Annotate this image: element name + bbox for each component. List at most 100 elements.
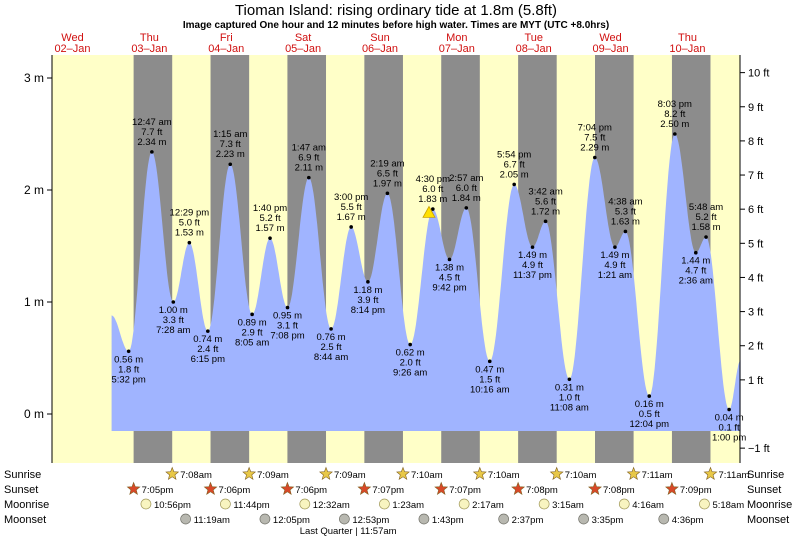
tide-label-text: 0.62 m: [396, 348, 425, 359]
tide-label-text: 0.89 m: [238, 317, 267, 328]
tide-label-text: 1.0 ft: [559, 392, 580, 403]
tide-label-text: 1.00 m: [159, 305, 188, 316]
row-label-left: Sunrise: [4, 469, 41, 481]
tide-label-text: 0.04 m: [715, 413, 744, 424]
tide-label-text: 1:21 am: [598, 270, 632, 281]
tide-label-text: 0.95 m: [273, 311, 302, 322]
tide-label-text: 2.29 m: [580, 143, 609, 154]
moonrise-time: 12:32am: [313, 500, 350, 511]
tide-label-text: 1.97 m: [373, 178, 402, 189]
tide-point: [307, 175, 311, 180]
sunrise-time: 7:11am: [718, 470, 749, 481]
tide-point: [543, 219, 548, 224]
tide-label-text: 5:32 pm: [111, 374, 145, 385]
tide-point: [704, 235, 708, 239]
tide-label-text: 9:26 am: [393, 368, 427, 379]
sunrise-time: 7:10am: [488, 470, 520, 481]
tide-label-text: 2:19 am: [370, 158, 404, 169]
sunset-icon: [665, 481, 679, 495]
tide-label-text: 7:08 pm: [270, 331, 304, 342]
tide-label-text: 0.56 m: [114, 354, 143, 365]
tide-label-text: 8:14 pm: [351, 305, 385, 316]
tide-label-text: 0.74 m: [193, 334, 222, 345]
axes: 0 m 1 m 2 m 3 m −1 ft 1 ft 2 ft 3 ft 4 ft 5 ft 6 f…: [24, 68, 770, 456]
tide-label-text: 2:36 am: [679, 276, 713, 287]
tide-label-text: 1:47 am: [292, 143, 326, 154]
sunrise-icon: [319, 466, 333, 480]
tide-label-text: 1.58 m: [692, 222, 721, 233]
sunset-icon: [434, 481, 449, 495]
right-axis-tick-label: 9 ft: [748, 102, 763, 114]
moonrise-time: 10:56pm: [154, 500, 191, 511]
left-axis-tick-label: 1 m: [24, 295, 44, 309]
right-axis-tick-label: 3 ft: [748, 307, 763, 319]
tide-label-text: 4.9 ft: [522, 260, 543, 271]
tide-point: [285, 305, 290, 310]
tide-label-text: 0.47 m: [475, 364, 504, 375]
tide-point: [349, 225, 353, 229]
tide-label-text: 1.49 m: [518, 250, 547, 261]
tide-point: [385, 191, 390, 196]
moonrise-icon: [379, 498, 390, 510]
day-name-label: Thu: [140, 32, 159, 44]
moonset-time: 3:35pm: [592, 515, 624, 526]
tide-label-text: 1.5 ft: [479, 374, 500, 385]
tide-label-text: 2.50 m: [660, 119, 689, 130]
tide-point: [693, 250, 698, 255]
sunrise-icon: [472, 466, 487, 480]
tide-label-text: 6.0 ft: [456, 183, 477, 194]
tide-label-text: 7.7 ft: [141, 127, 162, 138]
tide-label-text: 1.63 m: [611, 216, 640, 227]
moonset-time: 11:19am: [194, 515, 230, 526]
tide-label-text: 5.2 ft: [695, 212, 716, 223]
tide-point: [673, 132, 677, 136]
tide-label-text: 6.9 ft: [298, 153, 319, 164]
tide-label-text: 1:40 pm: [253, 203, 287, 214]
day-date-label: 05–Jan: [285, 43, 321, 55]
tide-point: [206, 329, 210, 333]
day-date-label: 08–Jan: [516, 43, 552, 55]
tide-label-text: 6.7 ft: [504, 159, 525, 170]
tide-area-path: [111, 134, 741, 431]
tide-label-text: 1.49 m: [600, 250, 629, 261]
tide-label-text: 2:57 am: [449, 173, 483, 184]
tide-label-text: 0.5 ft: [639, 409, 660, 420]
tide-label-text: 1.84 m: [452, 193, 481, 204]
tide-label-text: 5:48 am: [689, 202, 723, 213]
moonrise-icon: [618, 498, 630, 510]
tide-point: [512, 182, 516, 187]
tide-label-text: 11:08 am: [550, 402, 589, 413]
sunset-icon: [357, 481, 372, 495]
tide-label-text: 4.7 ft: [685, 266, 706, 277]
tide-labels: 0.56 m1.8 ft5:32 pm 12:47 am7.7 ft2.34 m 1…: [111, 99, 746, 444]
moonrise-icon: [458, 498, 470, 510]
moonset-icon: [498, 513, 510, 525]
tide-label-text: 4:30 pm: [416, 174, 450, 185]
sunset-icon: [588, 481, 602, 495]
tide-point: [187, 240, 192, 245]
tide-label-text: 6.5 ft: [377, 168, 398, 179]
sunset-time: 7:07pm: [372, 485, 404, 496]
tide-label-text: 5.0 ft: [179, 218, 200, 229]
day-date-label: 03–Jan: [131, 43, 167, 55]
chart-title: Tioman Island: rising ordinary tide at 1…: [235, 2, 557, 19]
tide-label-text: 1.72 m: [531, 206, 560, 217]
day-date-label: 09–Jan: [593, 43, 629, 55]
sunrise-icon: [626, 466, 641, 480]
day-name-label: Wed: [61, 32, 83, 44]
moonrise-icon: [699, 498, 710, 510]
day-name-label: Fri: [220, 32, 233, 44]
current-tide-marker: [422, 205, 436, 218]
tide-label-text: 5:54 pm: [497, 149, 531, 160]
moonrise-time: 3:15am: [552, 500, 584, 511]
left-axis-tick-label: 0 m: [24, 407, 44, 421]
tide-label-text: 7:04 pm: [578, 123, 612, 134]
sunset-time: 7:05pm: [142, 485, 174, 496]
moonset-time: 2:37pm: [512, 515, 544, 526]
tide-point: [613, 245, 617, 249]
moonrise-icon: [538, 498, 550, 510]
sunrise-icon: [165, 466, 180, 480]
right-axis-tick-label: 7 ft: [748, 170, 763, 182]
tide-label-text: 3:42 am: [528, 186, 562, 197]
